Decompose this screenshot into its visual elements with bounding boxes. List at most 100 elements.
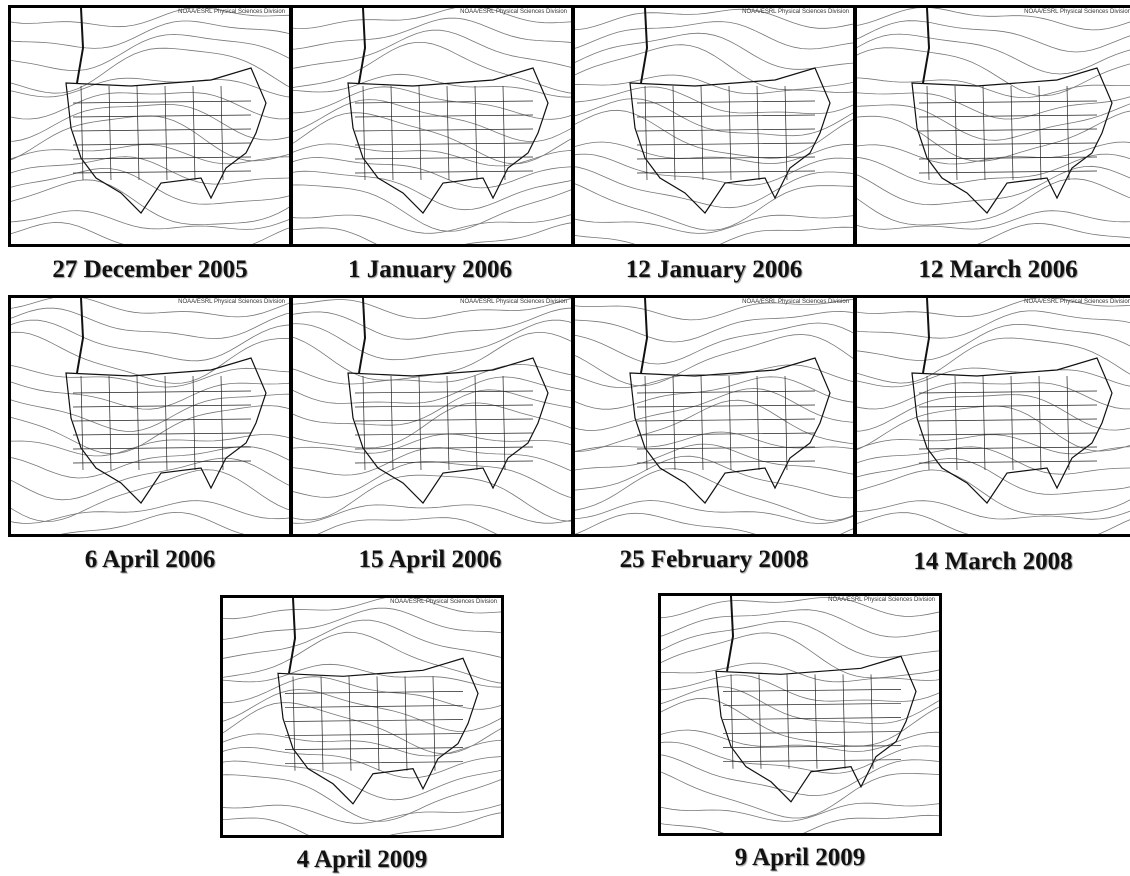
contour	[857, 48, 1130, 96]
state-border	[729, 376, 731, 470]
map	[293, 298, 574, 537]
panel-caption: 14 March 2008	[843, 548, 1130, 576]
state-border	[955, 376, 957, 470]
contour	[857, 78, 1130, 98]
contour	[11, 35, 292, 71]
map	[857, 8, 1130, 247]
state-border	[475, 376, 477, 470]
contour	[293, 30, 574, 69]
contour	[11, 501, 292, 524]
contour	[575, 389, 856, 431]
state-border	[81, 376, 83, 470]
state-border	[919, 143, 1097, 145]
contour	[11, 394, 292, 431]
state-border	[419, 376, 421, 470]
map-panel: NOAA/ESRL Physical Sciences Division	[8, 5, 292, 247]
contour	[575, 365, 856, 388]
state-border	[983, 376, 985, 470]
contour	[11, 320, 292, 361]
contour	[575, 33, 856, 69]
contour	[293, 213, 574, 233]
contour	[575, 501, 856, 524]
contour	[11, 21, 292, 48]
contour	[857, 459, 1130, 495]
panel-caption: 27 December 2005	[0, 256, 300, 284]
state-border	[447, 86, 449, 180]
state-border	[919, 433, 1097, 435]
panel-caption: 12 March 2006	[848, 256, 1130, 284]
state-border	[637, 419, 815, 421]
state-border	[503, 376, 505, 470]
state-border	[405, 676, 407, 770]
coastline	[77, 8, 83, 83]
state-border	[723, 689, 901, 691]
state-border	[1011, 86, 1013, 180]
map-panel: NOAA/ESRL Physical Sciences Division	[290, 5, 574, 247]
contour	[11, 211, 292, 230]
contour	[293, 222, 574, 247]
contour	[223, 803, 504, 823]
contour	[11, 145, 292, 164]
contour	[293, 158, 574, 188]
state-border	[757, 376, 759, 470]
state-border	[637, 447, 815, 449]
map-credit: NOAA/ESRL Physical Sciences Division	[460, 9, 567, 15]
state-border	[787, 674, 789, 768]
map	[11, 8, 292, 247]
state-border	[673, 86, 675, 180]
state-border	[759, 674, 761, 768]
contour	[223, 620, 504, 659]
state-border	[919, 447, 1097, 449]
figure: NOAA/ESRL Physical Sciences Division 27 D…	[0, 0, 1130, 876]
map-credit: NOAA/ESRL Physical Sciences Division	[390, 599, 497, 605]
contour	[857, 34, 1130, 74]
contour	[223, 775, 504, 822]
state-border	[285, 748, 463, 750]
state-border	[1039, 86, 1041, 180]
map	[293, 8, 574, 247]
coastline	[923, 8, 929, 83]
state-border	[391, 86, 393, 180]
state-border	[73, 143, 251, 145]
state-border	[355, 129, 533, 131]
coastline	[923, 298, 929, 373]
state-border	[723, 703, 901, 705]
contour	[11, 435, 292, 456]
state-border	[165, 376, 167, 470]
state-border	[355, 101, 533, 103]
state-border	[391, 376, 393, 470]
state-border	[637, 405, 815, 407]
coastline	[727, 596, 733, 671]
state-border	[919, 405, 1097, 407]
map-panel: NOAA/ESRL Physical Sciences Division	[854, 5, 1130, 247]
map-panel: NOAA/ESRL Physical Sciences Division	[854, 295, 1130, 537]
state-border	[637, 143, 815, 145]
state-border	[701, 86, 703, 180]
state-border	[73, 405, 251, 407]
state-border	[137, 376, 139, 470]
state-border	[919, 419, 1097, 421]
contour	[661, 803, 942, 821]
contour	[857, 21, 1130, 52]
contour	[293, 171, 574, 210]
state-border	[285, 734, 463, 736]
state-border	[321, 676, 323, 770]
state-border	[363, 376, 365, 470]
contour	[575, 444, 856, 475]
state-border	[355, 157, 533, 159]
state-border	[673, 376, 675, 470]
panel-caption: 9 April 2009	[650, 844, 950, 872]
contour	[293, 403, 574, 448]
state-border	[1067, 376, 1069, 470]
state-border	[919, 115, 1097, 117]
contour	[857, 324, 1130, 360]
state-border	[1011, 376, 1013, 470]
map-credit: NOAA/ESRL Physical Sciences Division	[178, 9, 285, 15]
contour	[661, 687, 942, 724]
state-border	[137, 86, 139, 180]
contour	[11, 458, 292, 500]
map-credit: NOAA/ESRL Physical Sciences Division	[742, 299, 849, 305]
contour	[293, 100, 574, 142]
map-panel: NOAA/ESRL Physical Sciences Division	[572, 295, 856, 537]
state-border	[475, 86, 477, 180]
